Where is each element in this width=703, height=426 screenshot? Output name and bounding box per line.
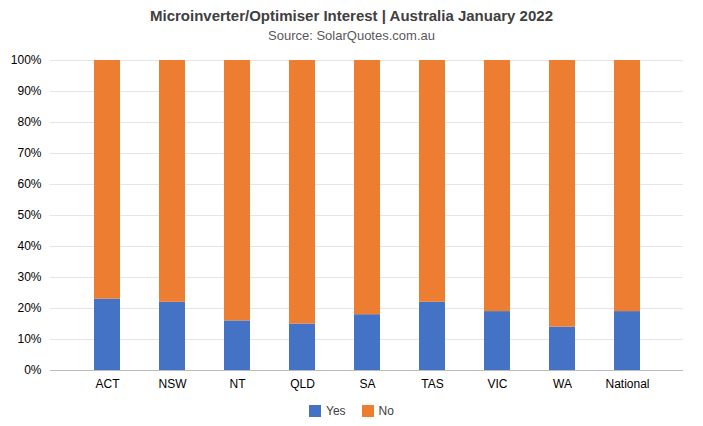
svg-text:20%: 20% (17, 301, 41, 315)
svg-text:SA: SA (359, 377, 375, 391)
svg-text:50%: 50% (17, 208, 41, 222)
html-text:No: No (378, 404, 394, 418)
svg-text:ACT: ACT (96, 377, 121, 391)
svg-text:National: National (605, 377, 649, 391)
svg-text:100%: 100% (11, 53, 42, 67)
svg-text:80%: 80% (17, 115, 41, 129)
svg-text:VIC: VIC (487, 377, 507, 391)
svg-text:WA: WA (553, 377, 572, 391)
svg-text:90%: 90% (17, 84, 41, 98)
svg-text:NT: NT (230, 377, 247, 391)
svg-text:NSW: NSW (159, 377, 188, 391)
svg-text:30%: 30% (17, 270, 41, 284)
svg-text:70%: 70% (17, 146, 41, 160)
svg-text:60%: 60% (17, 177, 41, 191)
html-text:Source: SolarQuotes.com.au: Source: SolarQuotes.com.au (268, 28, 435, 43)
svg-text:0%: 0% (24, 363, 42, 377)
svg-text:QLD: QLD (290, 377, 315, 391)
svg-text:TAS: TAS (421, 377, 443, 391)
html-text:Microinverter/Optimiser Intere: Microinverter/Optimiser Interest | Austr… (150, 7, 553, 24)
svg-text:40%: 40% (17, 239, 41, 253)
svg-text:10%: 10% (17, 332, 41, 346)
html-text:Yes: Yes (326, 404, 346, 418)
